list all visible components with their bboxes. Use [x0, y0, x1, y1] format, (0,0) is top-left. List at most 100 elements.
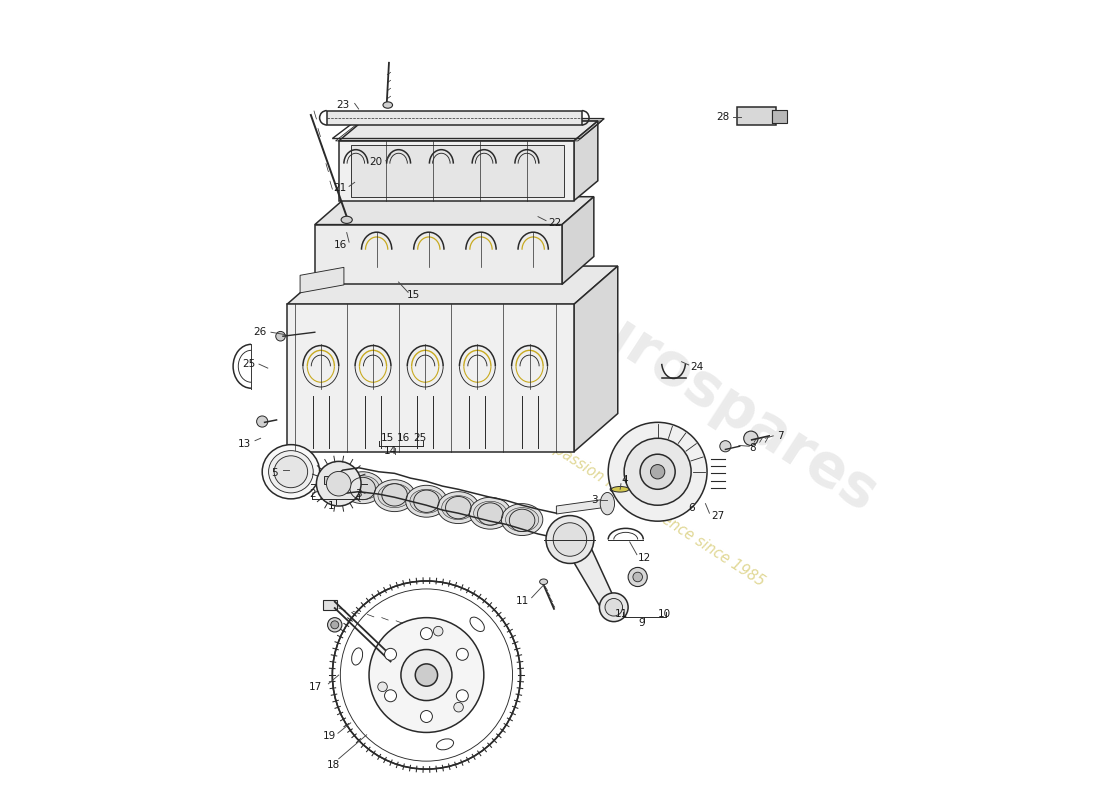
Circle shape	[400, 650, 452, 701]
Ellipse shape	[502, 504, 542, 535]
Text: 20: 20	[370, 158, 383, 167]
Ellipse shape	[437, 739, 453, 750]
Text: 6: 6	[689, 502, 695, 513]
Text: 10: 10	[658, 609, 671, 618]
Circle shape	[608, 422, 707, 521]
Ellipse shape	[601, 493, 615, 515]
Ellipse shape	[474, 502, 507, 525]
Polygon shape	[339, 121, 597, 141]
Circle shape	[719, 441, 732, 452]
Text: 11: 11	[615, 609, 628, 618]
Circle shape	[420, 628, 432, 639]
Text: 5: 5	[271, 468, 277, 478]
Text: 19: 19	[322, 731, 335, 742]
Ellipse shape	[506, 508, 539, 531]
Circle shape	[368, 618, 484, 733]
Circle shape	[640, 454, 675, 490]
Text: 23: 23	[336, 100, 349, 110]
Text: 25: 25	[412, 434, 426, 443]
Polygon shape	[562, 197, 594, 285]
Circle shape	[327, 471, 351, 496]
Text: 14: 14	[384, 446, 397, 456]
Text: 12: 12	[638, 553, 651, 563]
Ellipse shape	[268, 450, 313, 493]
Bar	[322, 600, 337, 610]
Ellipse shape	[442, 496, 475, 519]
Ellipse shape	[410, 490, 443, 514]
Ellipse shape	[352, 648, 363, 665]
Text: 18: 18	[327, 760, 340, 770]
Polygon shape	[558, 533, 620, 614]
Text: a passion for excellence since 1985: a passion for excellence since 1985	[540, 434, 768, 589]
Text: 27: 27	[711, 510, 724, 521]
Ellipse shape	[540, 579, 548, 585]
Text: 24: 24	[691, 362, 704, 371]
Circle shape	[456, 690, 469, 702]
Circle shape	[331, 621, 339, 629]
Text: 15: 15	[381, 434, 394, 443]
Text: 17: 17	[309, 682, 322, 692]
Circle shape	[600, 593, 628, 622]
Text: eurospares: eurospares	[547, 276, 888, 524]
Text: 8: 8	[749, 443, 756, 453]
Text: 3: 3	[355, 489, 362, 499]
Ellipse shape	[342, 472, 384, 504]
Polygon shape	[339, 141, 574, 201]
Text: 3: 3	[591, 494, 597, 505]
Ellipse shape	[438, 492, 478, 523]
Text: 15: 15	[407, 290, 420, 300]
Text: 4: 4	[621, 474, 628, 485]
Circle shape	[628, 567, 647, 586]
Ellipse shape	[341, 216, 352, 223]
Ellipse shape	[406, 486, 448, 517]
Polygon shape	[300, 267, 344, 293]
Circle shape	[276, 331, 285, 341]
Polygon shape	[287, 266, 618, 304]
Bar	[324, 476, 333, 484]
Circle shape	[420, 710, 432, 722]
Circle shape	[553, 522, 586, 556]
Polygon shape	[351, 145, 564, 197]
Ellipse shape	[274, 456, 308, 488]
Circle shape	[332, 581, 520, 769]
Bar	[737, 107, 775, 125]
Ellipse shape	[262, 445, 320, 499]
Circle shape	[546, 515, 594, 563]
Ellipse shape	[383, 102, 393, 108]
Ellipse shape	[612, 486, 629, 492]
Text: 13: 13	[238, 439, 251, 449]
Text: 25: 25	[242, 359, 255, 369]
Text: 9: 9	[638, 618, 645, 628]
Ellipse shape	[378, 484, 411, 508]
Circle shape	[385, 690, 396, 702]
Polygon shape	[315, 197, 594, 225]
Ellipse shape	[470, 617, 484, 631]
Polygon shape	[287, 304, 574, 452]
Bar	[772, 110, 786, 122]
Text: 26: 26	[254, 327, 267, 338]
Text: 7: 7	[778, 431, 784, 441]
Circle shape	[456, 648, 469, 660]
Ellipse shape	[470, 498, 510, 529]
Ellipse shape	[374, 480, 416, 512]
Circle shape	[454, 702, 463, 712]
Polygon shape	[574, 121, 597, 201]
Circle shape	[416, 664, 438, 686]
Circle shape	[605, 598, 623, 616]
Ellipse shape	[582, 527, 590, 551]
Polygon shape	[327, 110, 582, 125]
Circle shape	[632, 572, 642, 582]
Circle shape	[624, 438, 691, 506]
Circle shape	[256, 416, 267, 427]
Circle shape	[433, 626, 443, 636]
Text: 1: 1	[328, 501, 334, 511]
Text: 22: 22	[549, 218, 562, 228]
Circle shape	[317, 462, 361, 506]
Circle shape	[385, 648, 396, 660]
Circle shape	[328, 618, 342, 632]
Polygon shape	[574, 266, 618, 452]
Circle shape	[650, 465, 664, 479]
Polygon shape	[557, 500, 604, 514]
Ellipse shape	[610, 486, 630, 494]
Ellipse shape	[557, 527, 564, 551]
